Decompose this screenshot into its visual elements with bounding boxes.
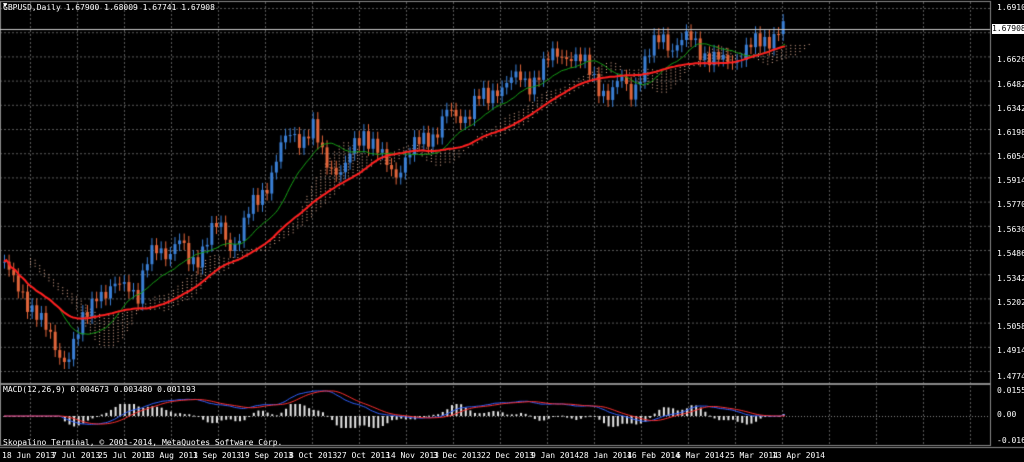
date-label: 8 Oct 2013 xyxy=(289,451,338,460)
date-label: 16 Feb 2014 xyxy=(627,451,680,460)
price-label: 1.56300 xyxy=(997,225,1024,234)
price-label: 1.60540 xyxy=(997,152,1024,161)
date-label: 25 Mar 2014 xyxy=(725,451,778,460)
date-label: 28 Jan 2014 xyxy=(579,451,632,460)
date-label: 19 Sep 2013 xyxy=(240,451,293,460)
date-label: 1 Sep 2013 xyxy=(193,451,242,460)
date-label: 14 Nov 2013 xyxy=(386,451,439,460)
macd-label: 0.00 xyxy=(997,410,1017,419)
macd-label: -0.01696 xyxy=(997,436,1024,445)
price-label: 1.64820 xyxy=(997,80,1024,89)
date-label: 25 Jul 2013 xyxy=(98,451,151,460)
date-label: 22 Dec 2013 xyxy=(481,451,534,460)
window-menu-icon[interactable]: ▼ xyxy=(3,1,8,9)
date-label: 9 Jan 2014 xyxy=(531,451,580,460)
price-label: 1.66260 xyxy=(997,55,1024,64)
current-price-tag: 1.67908 xyxy=(992,24,1024,34)
price-label: 1.61980 xyxy=(997,128,1024,137)
date-label: 18 Jun 2013 xyxy=(2,451,55,460)
macd-label: 0.01551 xyxy=(997,386,1024,395)
price-label: 1.54860 xyxy=(997,249,1024,258)
price-label: 1.63420 xyxy=(997,104,1024,113)
date-label: 3 Dec 2013 xyxy=(433,451,482,460)
date-label: 7 Jul 2013 xyxy=(52,451,101,460)
date-label: 13 Apr 2014 xyxy=(772,451,825,460)
price-label: 1.53420 xyxy=(997,274,1024,283)
date-label: 6 Mar 2014 xyxy=(676,451,725,460)
chart-title: GBPUSD,Daily 1.67900 1.68009 1.67741 1.6… xyxy=(3,3,215,12)
macd-title: MACD(12,26,9) 0.004673 0.003480 0.001193 xyxy=(3,385,196,394)
price-label: 1.50580 xyxy=(997,322,1024,331)
price-label: 1.49140 xyxy=(997,346,1024,355)
price-label: 1.57700 xyxy=(997,200,1024,209)
price-label: 1.52020 xyxy=(997,298,1024,307)
date-label: 13 Aug 2013 xyxy=(145,451,198,460)
copyright-text: Skopalino Terminal, © 2001-2014, MetaQuo… xyxy=(3,438,283,447)
price-label: 1.59140 xyxy=(997,176,1024,185)
price-label: 1.69100 xyxy=(997,3,1024,12)
date-label: 27 Oct 2013 xyxy=(337,451,390,460)
